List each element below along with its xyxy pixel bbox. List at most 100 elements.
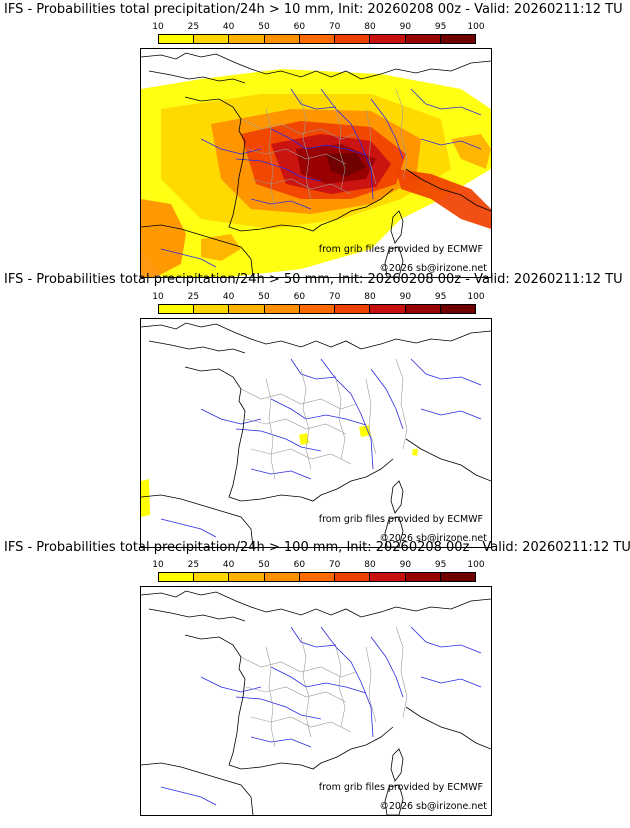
colorbar-swatch xyxy=(370,573,406,581)
admin-border-line xyxy=(335,108,346,190)
copyright-credit: ©2026 sb@irizone.net xyxy=(379,801,487,812)
colorbar-swatch xyxy=(194,35,230,43)
admin-border-line xyxy=(250,448,352,465)
probability-area xyxy=(299,433,309,445)
colorbar-swatch xyxy=(299,35,336,43)
colorbar-tick-label: 90 xyxy=(399,292,412,302)
colorbar-ticks: 10 25 40 50 60 70 80 90 95 100 xyxy=(152,560,491,571)
colorbar-swatch xyxy=(264,305,300,313)
colorbar-swatch xyxy=(194,573,230,581)
coastline xyxy=(405,706,491,750)
colorbar-swatch xyxy=(299,305,336,313)
panel-title: IFS - Probabilities total precipitation/… xyxy=(4,2,623,17)
river-line xyxy=(250,736,312,748)
map-panel-50mm: IFS - Probabilities total precipitation/… xyxy=(0,270,630,548)
admin-border-line xyxy=(365,378,377,455)
colorbar-tick-label: 25 xyxy=(187,292,200,302)
admin-border-line xyxy=(245,686,347,703)
coastline xyxy=(141,52,491,80)
probability-area xyxy=(201,234,241,261)
colorbar-swatches xyxy=(158,34,476,44)
colorbar-swatches xyxy=(158,572,476,582)
coastline xyxy=(141,322,491,350)
coastline xyxy=(184,96,394,232)
river-line xyxy=(270,398,367,426)
river-line xyxy=(410,88,482,116)
coastline xyxy=(141,762,254,815)
probability-area xyxy=(451,134,491,169)
colorbar-swatch xyxy=(370,35,406,43)
coastline xyxy=(405,438,491,482)
river-line xyxy=(270,666,367,694)
colorbar-tick-label: 40 xyxy=(222,22,235,32)
colorbar-swatch xyxy=(405,35,441,43)
admin-border-line xyxy=(240,388,357,410)
coastline xyxy=(184,634,394,770)
coastline xyxy=(148,340,246,354)
admin-border-line xyxy=(265,108,276,210)
colorbar-tick-label: 70 xyxy=(328,560,341,570)
colorbar-swatches xyxy=(158,304,476,314)
colorbar-swatch xyxy=(405,305,441,313)
copyright-credit: ©2026 sb@irizone.net xyxy=(379,533,487,544)
colorbar-tick-label: 100 xyxy=(467,22,485,32)
probability-area xyxy=(359,425,371,437)
sardinia-coastline xyxy=(384,516,404,547)
colorbar-swatch xyxy=(159,35,195,43)
river-line xyxy=(235,158,322,182)
colorbar-tick-label: 10 xyxy=(152,22,164,32)
admin-border-line xyxy=(245,148,347,165)
river-line xyxy=(290,358,337,380)
colorbar-tick-label: 70 xyxy=(328,292,341,302)
colorbar-tick-label: 80 xyxy=(364,22,376,32)
colorbar-tick-label: 40 xyxy=(222,292,235,302)
admin-border-line xyxy=(300,636,312,738)
admin-border-line xyxy=(265,378,276,480)
admin-border-line xyxy=(245,418,347,435)
colorbar-tick-label: 40 xyxy=(222,560,235,570)
coastline xyxy=(148,70,246,84)
colorbar-tick-label: 100 xyxy=(467,560,485,570)
coastline xyxy=(141,494,254,547)
colorbar-tick-label: 80 xyxy=(364,292,376,302)
probability-area xyxy=(141,199,186,277)
admin-border-line xyxy=(250,178,352,195)
river-line xyxy=(370,368,404,430)
colorbar-tick-label: 80 xyxy=(364,560,376,570)
colorbar-swatch xyxy=(405,573,441,581)
colorbar-tick-label: 60 xyxy=(293,22,306,32)
colorbar-tick-label: 100 xyxy=(467,292,485,302)
colorbar-swatch xyxy=(335,573,371,581)
colorbar-ticks: 10 25 40 50 60 70 80 90 95 100 xyxy=(152,292,491,303)
river-line xyxy=(290,626,337,648)
colorbar-tick-label: 50 xyxy=(258,560,270,570)
colorbar-tick-label: 50 xyxy=(258,22,270,32)
colorbar: 10 25 40 50 60 70 80 90 95 100 xyxy=(152,22,491,45)
coastline xyxy=(141,590,491,618)
river-line xyxy=(290,88,337,110)
coastline xyxy=(184,366,394,502)
river-line xyxy=(200,138,262,155)
river-line xyxy=(235,696,322,720)
river-line xyxy=(160,786,217,806)
sardinia-coastline xyxy=(384,246,404,277)
admin-border-line xyxy=(240,118,357,140)
colorbar-tick-label: 50 xyxy=(258,292,270,302)
colorbar-tick-label: 10 xyxy=(152,560,164,570)
precip-probability-map: from grib files provided by ECMWF ©2026 … xyxy=(140,586,492,816)
probability-area xyxy=(396,169,491,229)
map-canvas xyxy=(141,52,491,277)
coastline xyxy=(148,608,246,622)
river-line xyxy=(270,128,367,156)
river-line xyxy=(160,248,217,268)
admin-border-line xyxy=(300,368,312,470)
corsica-coastline xyxy=(390,480,404,514)
colorbar-swatch xyxy=(229,305,265,313)
colorbar-swatch xyxy=(335,305,371,313)
river-line xyxy=(200,408,262,425)
river-line xyxy=(200,676,262,693)
colorbar-tick-label: 25 xyxy=(187,22,200,32)
river-line xyxy=(410,626,482,654)
river-line xyxy=(250,468,312,480)
colorbar-tick-label: 95 xyxy=(434,22,447,32)
